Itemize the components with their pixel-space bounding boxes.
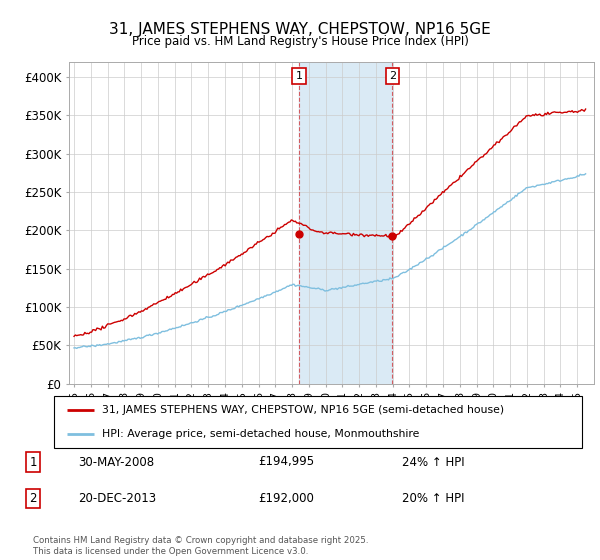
Text: £194,995: £194,995 — [258, 455, 314, 469]
Text: £192,000: £192,000 — [258, 492, 314, 505]
Text: 2: 2 — [29, 492, 37, 505]
Bar — [299, 62, 392, 384]
Text: Contains HM Land Registry data © Crown copyright and database right 2025.
This d: Contains HM Land Registry data © Crown c… — [33, 536, 368, 556]
Text: 2: 2 — [389, 71, 396, 81]
Text: 24% ↑ HPI: 24% ↑ HPI — [402, 455, 464, 469]
Text: 20% ↑ HPI: 20% ↑ HPI — [402, 492, 464, 505]
Text: 31, JAMES STEPHENS WAY, CHEPSTOW, NP16 5GE: 31, JAMES STEPHENS WAY, CHEPSTOW, NP16 5… — [109, 22, 491, 38]
Text: 31, JAMES STEPHENS WAY, CHEPSTOW, NP16 5GE (semi-detached house): 31, JAMES STEPHENS WAY, CHEPSTOW, NP16 5… — [101, 405, 503, 416]
Text: 1: 1 — [295, 71, 302, 81]
Text: 1: 1 — [29, 455, 37, 469]
Text: Price paid vs. HM Land Registry's House Price Index (HPI): Price paid vs. HM Land Registry's House … — [131, 35, 469, 48]
Text: HPI: Average price, semi-detached house, Monmouthshire: HPI: Average price, semi-detached house,… — [101, 429, 419, 439]
Text: 30-MAY-2008: 30-MAY-2008 — [78, 455, 154, 469]
Text: 20-DEC-2013: 20-DEC-2013 — [78, 492, 156, 505]
